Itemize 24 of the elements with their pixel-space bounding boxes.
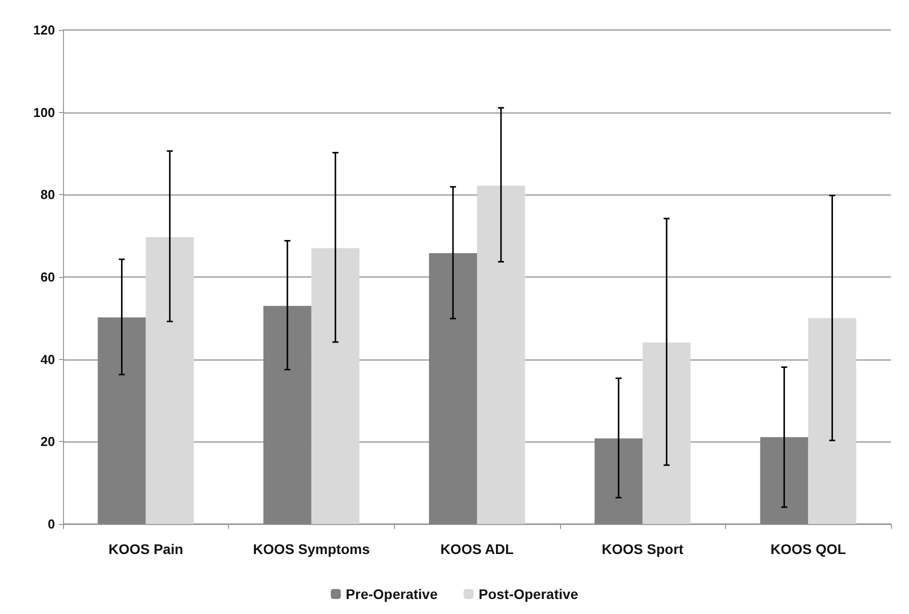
x-tick-label: KOOS Sport xyxy=(602,541,684,557)
bar xyxy=(642,342,691,524)
x-tick-label: KOOS Pain xyxy=(108,541,184,557)
bar xyxy=(477,186,526,524)
y-tick-label: 40 xyxy=(40,352,55,367)
bar xyxy=(594,438,643,524)
y-tick-label: 20 xyxy=(40,434,55,450)
y-tick-label: 60 xyxy=(40,270,55,284)
bar xyxy=(98,317,146,524)
bar xyxy=(146,237,194,524)
y-tick-label: 80 xyxy=(40,187,55,202)
legend-label: Pre-Operative xyxy=(346,586,438,602)
x-tick-label: KOOS QOL xyxy=(770,541,846,557)
bar xyxy=(808,318,856,524)
y-tick-label: 120 xyxy=(33,22,55,38)
bar xyxy=(263,306,312,524)
y-tick-label: 0 xyxy=(48,516,55,532)
y-tick-label: 100 xyxy=(33,104,55,120)
bar xyxy=(311,248,360,524)
bar xyxy=(428,253,477,524)
x-tick-label: KOOS Symptoms xyxy=(253,541,370,557)
x-tick-label: KOOS ADL xyxy=(440,541,514,557)
legend-label: Post-Operative xyxy=(478,586,578,602)
bar xyxy=(760,437,808,524)
